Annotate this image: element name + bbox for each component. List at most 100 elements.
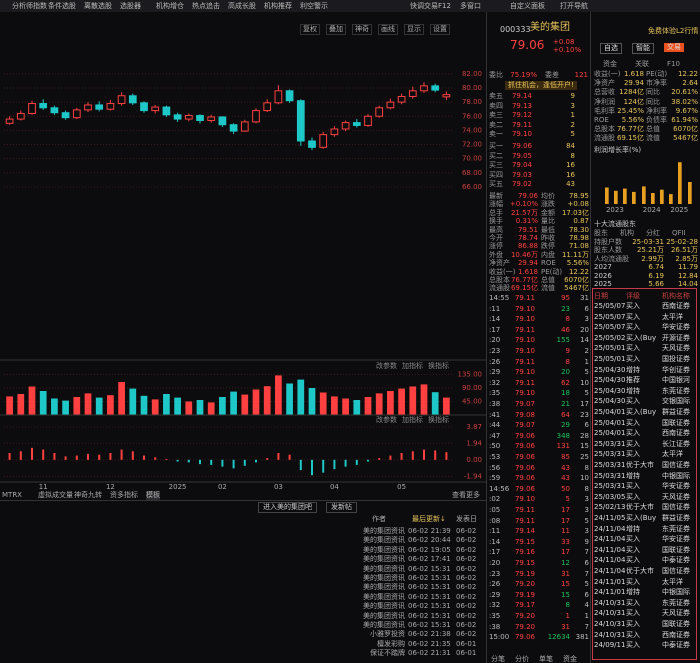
rating-grade: 买入 bbox=[626, 418, 640, 427]
tick-count: 3 bbox=[584, 527, 589, 536]
tick-time: :05 bbox=[489, 506, 501, 514]
panel-tool: 加指标 bbox=[402, 416, 423, 424]
fund-value: 61.94% bbox=[671, 116, 698, 124]
candle-body bbox=[263, 102, 272, 112]
menu-item: 机构推荐 bbox=[264, 2, 292, 10]
promo-l2: 免费体验L2行情 bbox=[648, 27, 699, 35]
fund-label: 总值 bbox=[646, 125, 660, 134]
stat-label: 涨幅 bbox=[489, 200, 503, 209]
candle-body bbox=[151, 106, 160, 112]
rating-org: 天风证券 bbox=[662, 344, 690, 353]
rating-header: 机构名称 bbox=[662, 292, 690, 300]
book-label: 买一 bbox=[489, 142, 503, 150]
candle-body bbox=[106, 103, 115, 110]
rating-header: 评级 bbox=[626, 292, 640, 300]
tick-count: 6 bbox=[584, 559, 589, 567]
fund-value: 9.67% bbox=[675, 106, 698, 115]
news-time: 06-02 21:31 bbox=[408, 649, 451, 658]
label: 委差 bbox=[545, 71, 559, 79]
book-label: 买二 bbox=[489, 151, 503, 160]
bar bbox=[120, 449, 123, 460]
rating-date: 24/11/04 bbox=[594, 567, 626, 575]
bar bbox=[286, 383, 293, 415]
stat-value: +0.10% bbox=[509, 200, 538, 209]
menu-item: 快调交易F12 bbox=[410, 2, 451, 10]
bar bbox=[420, 384, 428, 415]
holder-value: 26.51万 bbox=[670, 246, 698, 255]
fund-label: PE(动) bbox=[646, 70, 668, 78]
fund-label: 负债率 bbox=[646, 116, 667, 124]
rating-org: 国联证券 bbox=[662, 545, 690, 554]
y-tick-label: 80.00 bbox=[462, 84, 482, 92]
stat-label: 外盘 bbox=[489, 250, 503, 259]
bar bbox=[266, 458, 269, 460]
tick-volume: 348 bbox=[556, 431, 570, 440]
rating-grade: 优于大市 bbox=[626, 567, 654, 575]
rating-grade: 增持 bbox=[626, 524, 640, 533]
rating-grade: 增持 bbox=[626, 471, 640, 480]
candle-body bbox=[420, 85, 428, 92]
candle-body bbox=[319, 134, 328, 148]
tick-price: 79.20 bbox=[514, 622, 535, 631]
news-time: 06-02 19:05 bbox=[408, 545, 451, 554]
news-source: 美的集团资讯 bbox=[363, 545, 405, 554]
rating-header: 日期 bbox=[594, 292, 608, 300]
bar bbox=[331, 396, 338, 415]
rating-org: 群益证券 bbox=[662, 514, 690, 522]
news-time: 06-02 15:31 bbox=[408, 574, 451, 582]
bar bbox=[275, 375, 282, 415]
rating-org: 中银国际 bbox=[662, 588, 690, 597]
tick-price: 79.06 bbox=[514, 453, 535, 461]
tick-price: 79.19 bbox=[514, 569, 535, 578]
tick-count: 1 bbox=[584, 612, 589, 620]
stat-value: 69.15亿 bbox=[510, 284, 538, 293]
rating-org: 国信证券 bbox=[662, 567, 690, 575]
news-time: 06-02 15:31 bbox=[408, 602, 451, 611]
tick-time: :38 bbox=[489, 622, 501, 631]
book-price: 79.02 bbox=[511, 180, 532, 189]
stat-value: 12.22 bbox=[568, 267, 589, 276]
book-label: 买五 bbox=[489, 180, 503, 189]
candle-body bbox=[218, 116, 227, 126]
book-label: 卖四 bbox=[489, 101, 503, 110]
bar bbox=[669, 194, 673, 204]
bar bbox=[241, 394, 249, 415]
bar bbox=[319, 392, 327, 415]
toolbar-button: 显示 bbox=[404, 24, 424, 35]
rating-date: 25/02/13 bbox=[594, 503, 626, 512]
rating-grade: 买入 bbox=[626, 535, 640, 544]
rating-grade: 优于大市 bbox=[626, 461, 654, 469]
book-price: 79.05 bbox=[511, 151, 532, 160]
book-label: 买四 bbox=[489, 170, 503, 179]
rating-org: 西南证券 bbox=[662, 630, 690, 639]
y-tick-label: 74.00 bbox=[462, 126, 482, 134]
news-date: 06-02 bbox=[456, 564, 477, 573]
tick-count: 10 bbox=[580, 474, 589, 483]
news-column: 作者 bbox=[372, 515, 386, 523]
book-price: 79.13 bbox=[511, 101, 532, 110]
section-title: 十大流通股东 bbox=[594, 220, 636, 228]
candle-body bbox=[431, 85, 440, 91]
mini-bar-wrap bbox=[687, 182, 692, 204]
bar bbox=[64, 456, 67, 460]
stat-label: 内盘 bbox=[541, 250, 555, 259]
stat-label: 净资产 bbox=[489, 259, 510, 268]
tick-time: :26 bbox=[489, 357, 501, 366]
fund-value: 25.45% bbox=[617, 106, 644, 115]
fund-label: 毛利率 bbox=[594, 106, 615, 115]
bar bbox=[196, 400, 204, 415]
fund-label: 收益(一) bbox=[594, 70, 621, 78]
bar bbox=[333, 459, 336, 470]
tick-price: 79.06 bbox=[514, 463, 535, 472]
fund-value: 6070亿 bbox=[673, 125, 698, 134]
bar bbox=[632, 191, 637, 204]
rating-grade: 买入 bbox=[626, 641, 640, 650]
value: 121 bbox=[574, 71, 588, 79]
candle-body bbox=[128, 95, 137, 104]
news-date: 06-02 bbox=[456, 536, 477, 545]
tick-price: 79.15 bbox=[514, 559, 535, 567]
rating-frame bbox=[592, 288, 697, 660]
stat-label: 昨收 bbox=[541, 234, 555, 242]
forecast-pe: 12.84 bbox=[677, 271, 698, 280]
bar bbox=[39, 391, 47, 415]
